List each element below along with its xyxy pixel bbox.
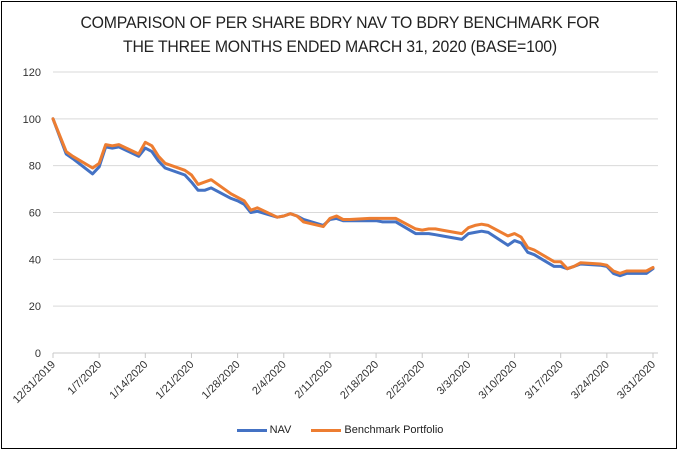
chart-title-line-1: COMPARISON OF PER SHARE BDRY NAV TO BDRY… <box>80 13 600 32</box>
x-tick-label: 1/21/2020 <box>153 359 196 402</box>
y-tick-label: 100 <box>23 114 41 126</box>
x-tick-label: 3/17/2020 <box>523 359 566 402</box>
series-line-nav <box>51 117 655 278</box>
legend-swatch-nav <box>236 428 267 432</box>
x-tick-label: 2/11/2020 <box>293 359 336 402</box>
x-tick-label: 12/31/2019 <box>11 359 58 406</box>
legend-item-benchmark: Benchmark Portfolio <box>311 424 443 436</box>
chart-title-line-2: THE THREE MONTHS ENDED MARCH 31, 2020 (B… <box>122 37 558 56</box>
y-tick-label: 120 <box>23 67 41 79</box>
legend-swatch-benchmark <box>311 428 342 432</box>
legend-item-nav: NAV <box>236 424 292 436</box>
y-tick-label: 60 <box>29 208 41 220</box>
series-line-benchmark <box>51 117 655 275</box>
x-tick-label: 1/28/2020 <box>200 359 243 402</box>
legend: NAV Benchmark Portfolio <box>0 424 680 436</box>
x-tick-label: 2/18/2020 <box>338 359 381 402</box>
y-tick-label: 40 <box>29 254 41 266</box>
legend-label-benchmark: Benchmark Portfolio <box>344 424 444 436</box>
legend-label-nav: NAV <box>269 424 292 436</box>
x-tick-label: 2/25/2020 <box>384 359 427 402</box>
x-tick-label: 3/3/2020 <box>435 359 474 398</box>
x-tick-label: 3/31/2020 <box>615 359 658 402</box>
x-tick-label: 1/14/2020 <box>107 359 150 402</box>
x-tick-label: 3/10/2020 <box>477 359 520 402</box>
x-tick-label: 3/24/2020 <box>569 359 612 402</box>
y-tick-label: 0 <box>35 348 41 360</box>
y-tick-label: 80 <box>29 161 41 173</box>
x-tick-label: 1/7/2020 <box>66 359 105 398</box>
y-tick-label: 20 <box>29 301 41 313</box>
x-tick-label: 2/4/2020 <box>250 359 289 398</box>
